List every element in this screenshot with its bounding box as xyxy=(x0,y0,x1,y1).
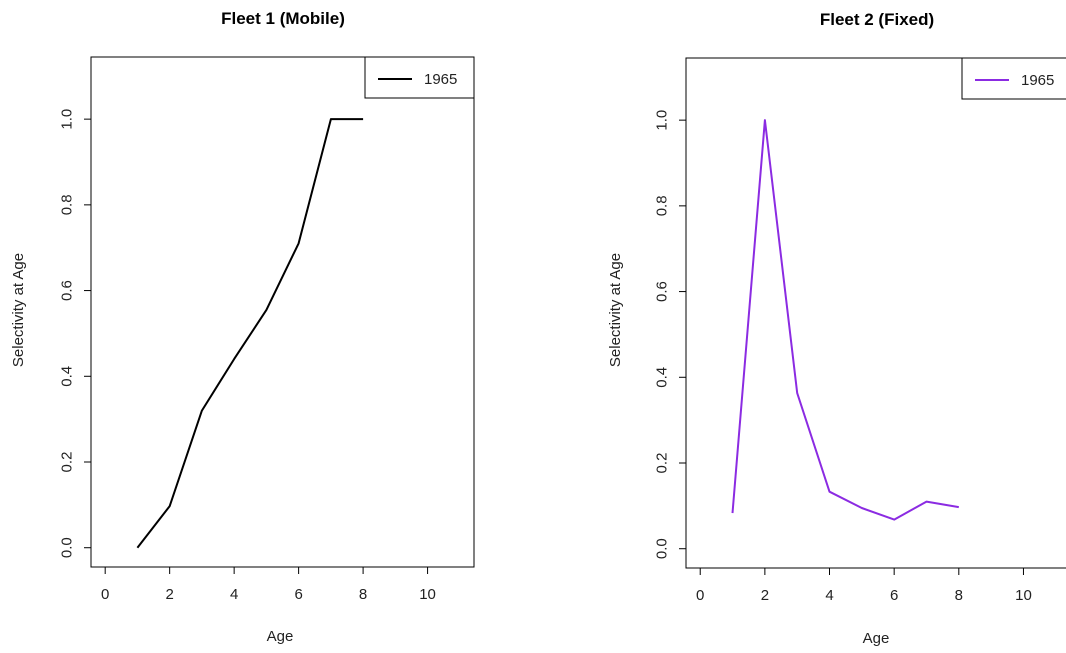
legend: 1965 xyxy=(364,56,475,99)
series-line xyxy=(136,118,364,549)
x-tick-label: 0 xyxy=(696,587,704,604)
chart-panel-fleet-1: Fleet 1 (Mobile) Age Selectivity at Age … xyxy=(10,9,475,645)
x-axis-label: Age xyxy=(863,630,890,647)
x-tick-label: 2 xyxy=(165,586,173,603)
y-tick-label: 1.0 xyxy=(59,109,76,130)
x-axis-label: Age xyxy=(267,628,294,645)
y-axis: 0.0 0.2 0.4 0.6 0.8 1.0 xyxy=(654,110,686,559)
chart-panel-fleet-2: Fleet 2 (Fixed) Age Selectivity at Age 0… xyxy=(607,10,1066,647)
y-tick-label: 0.4 xyxy=(654,367,671,388)
plot-area-border xyxy=(90,56,475,568)
x-tick-label: 6 xyxy=(890,587,898,604)
x-tick-label: 8 xyxy=(955,587,963,604)
x-tick-label: 4 xyxy=(825,587,833,604)
x-tick-label: 6 xyxy=(294,586,302,603)
x-axis: 0 2 4 6 8 10 xyxy=(101,567,436,603)
y-tick-label: 0.0 xyxy=(59,537,76,558)
legend: 1965 xyxy=(961,57,1066,100)
y-axis-label: Selectivity at Age xyxy=(607,253,624,367)
x-tick-label: 0 xyxy=(101,586,109,603)
x-tick-label: 8 xyxy=(359,586,367,603)
y-axis: 0.0 0.2 0.4 0.6 0.8 1.0 xyxy=(59,109,91,558)
x-tick-label: 10 xyxy=(419,586,436,603)
series-line xyxy=(731,119,959,521)
y-tick-label: 0.8 xyxy=(654,195,671,216)
y-tick-label: 0.0 xyxy=(654,538,671,559)
x-tick-label: 10 xyxy=(1015,587,1032,604)
legend-box xyxy=(961,57,1066,100)
y-tick-label: 0.6 xyxy=(654,281,671,302)
legend-box xyxy=(364,56,475,99)
series-group xyxy=(136,118,364,549)
y-tick-label: 0.6 xyxy=(59,280,76,301)
x-axis: 0 2 4 6 8 10 xyxy=(696,568,1032,604)
series-group xyxy=(731,119,959,521)
legend-entry-label: 1965 xyxy=(1021,72,1054,89)
plot-area-border xyxy=(685,57,1066,569)
y-tick-label: 0.4 xyxy=(59,366,76,387)
y-tick-label: 0.2 xyxy=(654,453,671,474)
chart-title: Fleet 2 (Fixed) xyxy=(820,10,934,29)
y-tick-label: 1.0 xyxy=(654,110,671,131)
y-axis-label: Selectivity at Age xyxy=(10,253,27,367)
x-tick-label: 4 xyxy=(230,586,238,603)
y-tick-label: 0.8 xyxy=(59,194,76,215)
legend-entry-label: 1965 xyxy=(424,71,457,88)
x-tick-label: 2 xyxy=(761,587,769,604)
y-tick-label: 0.2 xyxy=(59,452,76,473)
chart-title: Fleet 1 (Mobile) xyxy=(221,9,345,28)
